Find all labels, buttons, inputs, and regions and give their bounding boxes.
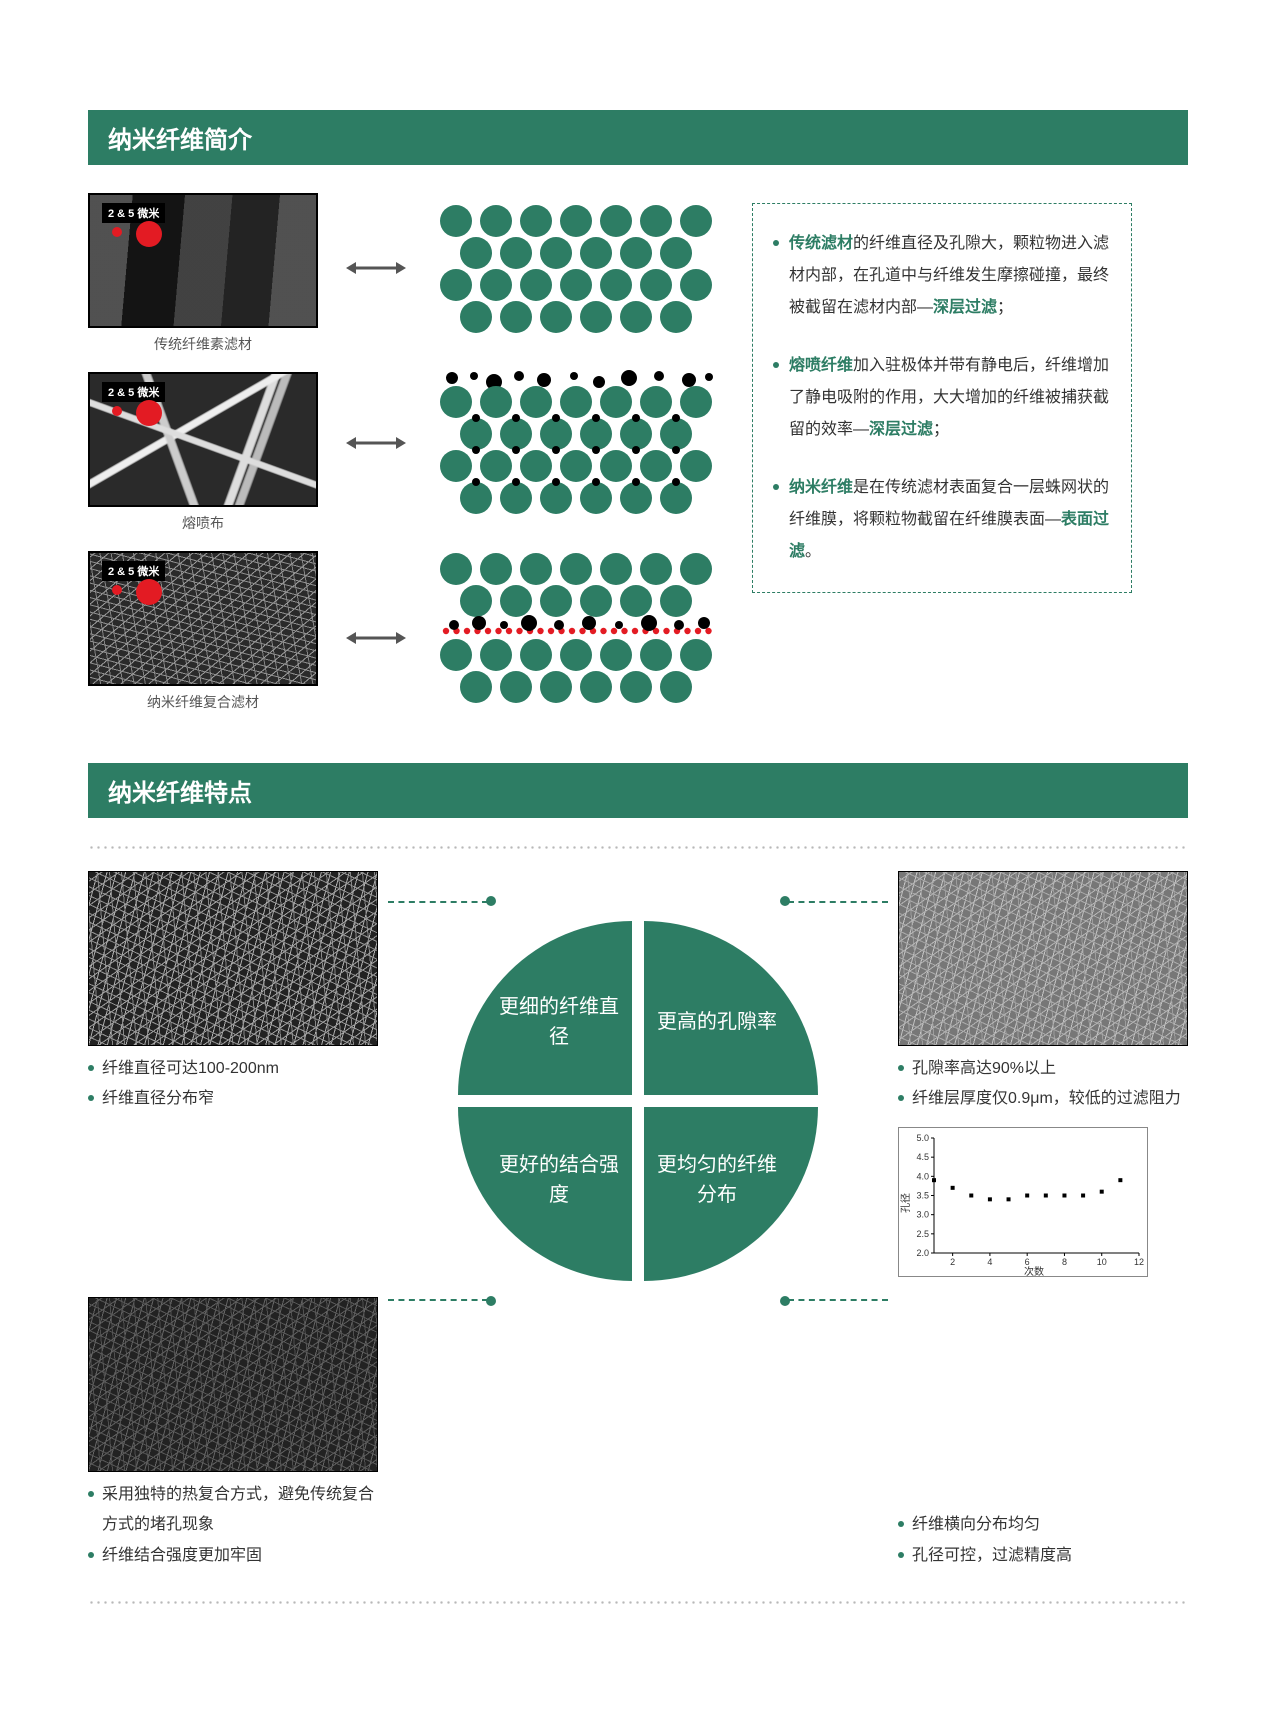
connector-dot bbox=[780, 896, 790, 906]
feature-image-fine-diameter bbox=[88, 871, 378, 1046]
particle-2um-dot bbox=[112, 585, 122, 595]
feature-bullet: 孔径可控，过滤精度高 bbox=[898, 1541, 1188, 1571]
sem-caption: 传统纤维素滤材 bbox=[88, 334, 318, 354]
feature-image-porosity bbox=[898, 871, 1188, 1046]
description-item: 传统滤材的纤维直径及孔隙大，颗粒物进入滤材内部，在孔道中与纤维发生摩擦碰撞，最终… bbox=[773, 228, 1111, 324]
sem-image-meltblown: 2 & 5 微米 bbox=[88, 372, 318, 507]
connector-dot bbox=[486, 896, 496, 906]
schematic-column bbox=[346, 193, 724, 723]
sem-image-traditional: 2 & 5 微米 bbox=[88, 193, 318, 328]
dotted-divider bbox=[88, 1601, 1188, 1604]
feature-br: 纤维横向分布均匀孔径可控，过滤精度高 bbox=[898, 1510, 1188, 1571]
dotted-divider bbox=[88, 846, 1188, 849]
sem-caption: 熔喷布 bbox=[88, 513, 318, 533]
sem-item-3: 2 & 5 微米 纳米纤维复合滤材 bbox=[88, 551, 318, 712]
feature-bullet: 纤维层厚度仅0.9μm，较低的过滤阻力 bbox=[898, 1084, 1188, 1114]
quad-pie: 更细的纤维直径 更高的孔隙率 更好的结合强度 更均匀的纤维分布 bbox=[458, 921, 818, 1281]
svg-text:2.0: 2.0 bbox=[916, 1248, 929, 1258]
section2-header: 纳米纤维特点 bbox=[88, 763, 1188, 818]
feature-bullet: 采用独特的热复合方式，避免传统复合方式的堵孔现象 bbox=[88, 1480, 378, 1541]
svg-text:孔径: 孔径 bbox=[899, 1193, 912, 1213]
section1-header: 纳米纤维简介 bbox=[88, 110, 1188, 165]
double-arrow-icon bbox=[346, 628, 406, 648]
svg-text:3.0: 3.0 bbox=[916, 1209, 929, 1219]
sem-scale-label: 2 & 5 微米 bbox=[102, 382, 165, 402]
schematic-row-2 bbox=[346, 368, 724, 518]
svg-text:8: 8 bbox=[1062, 1257, 1067, 1267]
feature-bullet: 纤维直径分布窄 bbox=[88, 1084, 378, 1114]
pore-schematic-meltblown bbox=[434, 368, 724, 518]
particle-5um-dot bbox=[136, 221, 162, 247]
pore-size-chart: 2.0 2.5 3.0 3.5 4.0 4.5 5.0 2 4 6 8 10 12 次数 孔径 bbox=[898, 1127, 1148, 1277]
description-box: 传统滤材的纤维直径及孔隙大，颗粒物进入滤材内部，在孔道中与纤维发生摩擦碰撞，最终… bbox=[752, 203, 1132, 593]
pore-schematic-traditional bbox=[434, 203, 724, 333]
double-arrow-icon bbox=[346, 258, 406, 278]
quad-tr: 更高的孔隙率 bbox=[644, 921, 818, 1095]
svg-text:12: 12 bbox=[1134, 1257, 1144, 1267]
sem-column: 2 & 5 微米 传统纤维素滤材 2 & 5 微米 熔喷布 2 & 5 微米 bbox=[88, 193, 318, 723]
feature-tr: 孔隙率高达90%以上纤维层厚度仅0.9μm，较低的过滤阻力 2.0 2.5 3.0 3… bbox=[898, 871, 1188, 1277]
sem-item-2: 2 & 5 微米 熔喷布 bbox=[88, 372, 318, 533]
connector-line bbox=[388, 901, 488, 903]
svg-text:2: 2 bbox=[950, 1257, 955, 1267]
particle-2um-dot bbox=[112, 227, 122, 237]
sem-caption: 纳米纤维复合滤材 bbox=[88, 692, 318, 712]
svg-text:次数: 次数 bbox=[1024, 1265, 1044, 1278]
svg-text:5.0: 5.0 bbox=[916, 1133, 929, 1143]
particle-5um-dot bbox=[136, 400, 162, 426]
description-item: 纳米纤维是在传统滤材表面复合一层蛛网状的纤维膜，将颗粒物截留在纤维膜表面—表面过… bbox=[773, 472, 1111, 568]
feature-image-bonding bbox=[88, 1297, 378, 1472]
connector-line bbox=[388, 1299, 488, 1301]
connector-dot bbox=[780, 1296, 790, 1306]
connector-dot bbox=[486, 1296, 496, 1306]
connector-line bbox=[788, 901, 888, 903]
feature-bullet: 纤维直径可达100-200nm bbox=[88, 1054, 378, 1084]
section2-body: 纤维直径可达100-200nm纤维直径分布窄 孔隙率高达90%以上纤维层厚度仅0… bbox=[88, 871, 1188, 1634]
svg-text:3.5: 3.5 bbox=[916, 1190, 929, 1200]
quad-tl: 更细的纤维直径 bbox=[458, 921, 632, 1095]
description-item: 熔喷纤维加入驻极体并带有静电后，纤维增加了静电吸附的作用，大大增加的纤维被捕获截… bbox=[773, 350, 1111, 446]
svg-text:10: 10 bbox=[1097, 1257, 1107, 1267]
svg-text:6: 6 bbox=[1025, 1257, 1030, 1267]
svg-text:4: 4 bbox=[987, 1257, 992, 1267]
quad-br: 更均匀的纤维分布 bbox=[644, 1107, 818, 1281]
sem-scale-label: 2 & 5 微米 bbox=[102, 561, 165, 581]
quad-bl: 更好的结合强度 bbox=[458, 1107, 632, 1281]
feature-bullet: 纤维结合强度更加牢固 bbox=[88, 1541, 378, 1571]
svg-text:4.0: 4.0 bbox=[916, 1171, 929, 1181]
connector-line bbox=[788, 1299, 888, 1301]
particle-2um-dot bbox=[112, 406, 122, 416]
feature-bullet: 纤维横向分布均匀 bbox=[898, 1510, 1188, 1540]
feature-bl: 采用独特的热复合方式，避免传统复合方式的堵孔现象纤维结合强度更加牢固 bbox=[88, 1297, 378, 1571]
feature-bullet: 孔隙率高达90%以上 bbox=[898, 1054, 1188, 1084]
svg-text:4.5: 4.5 bbox=[916, 1152, 929, 1162]
schematic-row-3 bbox=[346, 553, 724, 723]
section1-body: 2 & 5 微米 传统纤维素滤材 2 & 5 微米 熔喷布 2 & 5 微米 bbox=[88, 193, 1188, 723]
sem-item-1: 2 & 5 微米 传统纤维素滤材 bbox=[88, 193, 318, 354]
sem-scale-label: 2 & 5 微米 bbox=[102, 203, 165, 223]
pore-schematic-nanofiber bbox=[434, 553, 724, 723]
particle-5um-dot bbox=[136, 579, 162, 605]
feature-tl: 纤维直径可达100-200nm纤维直径分布窄 bbox=[88, 871, 378, 1115]
schematic-row-1 bbox=[346, 203, 724, 333]
sem-image-nanofiber: 2 & 5 微米 bbox=[88, 551, 318, 686]
double-arrow-icon bbox=[346, 433, 406, 453]
quad-pie-container: 更细的纤维直径 更高的孔隙率 更好的结合强度 更均匀的纤维分布 bbox=[408, 871, 868, 1331]
svg-text:2.5: 2.5 bbox=[916, 1229, 929, 1239]
